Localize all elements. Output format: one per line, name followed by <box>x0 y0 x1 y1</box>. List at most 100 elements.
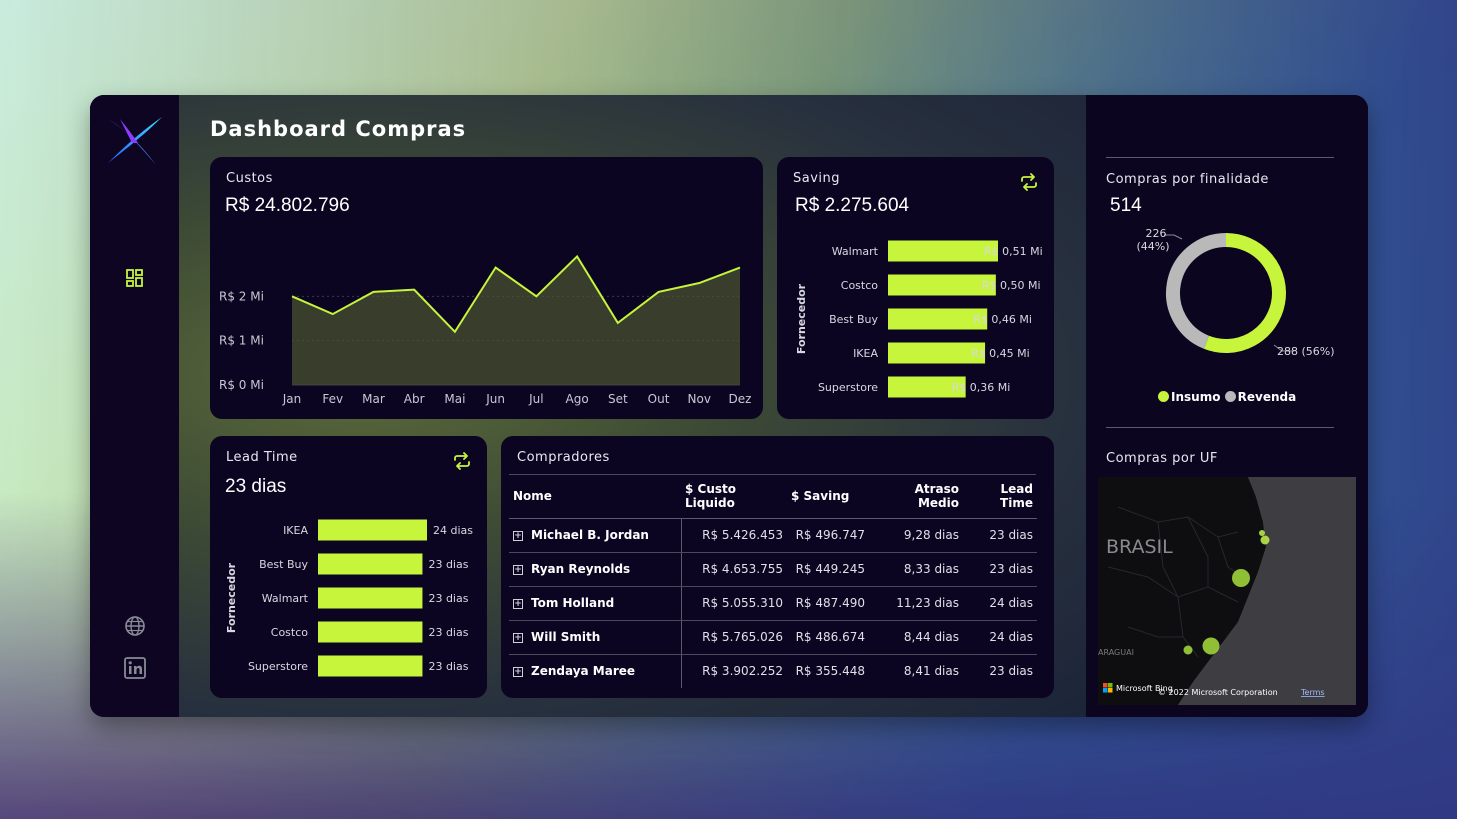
finalidade-legend: Insumo Revenda <box>1158 390 1296 404</box>
bar[interactable] <box>318 553 423 575</box>
x-tick-label: Nov <box>688 392 711 406</box>
bar-value-label: R$ 0,45 Mi <box>971 347 1030 360</box>
custos-point[interactable] <box>453 330 457 334</box>
label-leader <box>1273 344 1294 352</box>
col-saving[interactable]: $ Saving <box>787 474 869 519</box>
custos-line[interactable] <box>291 254 741 334</box>
saving-cell: R$ 487.490 <box>787 586 869 621</box>
legend-item-insumo[interactable]: Insumo <box>1158 390 1220 404</box>
x-tick-label: Out <box>648 392 670 406</box>
custos-point[interactable] <box>412 288 416 292</box>
brazil-map[interactable]: BRASIL ARAGUAI Microsoft Bing © 2022 Mic… <box>1098 477 1356 705</box>
lead-time-cell: 23 dias <box>989 664 1033 679</box>
finalidade-donut-chart[interactable]: 288 (56%) 226(44%) <box>1086 225 1368 415</box>
donut-slice-revenda[interactable] <box>1166 233 1227 349</box>
map-bubble[interactable] <box>1260 535 1270 545</box>
table-row[interactable]: + Ryan Reynolds R$ 4.653.755 R$ 449.245 8,33… <box>509 552 1037 587</box>
finalidade-value: 514 <box>1110 195 1142 216</box>
map-bubble[interactable] <box>1202 637 1220 655</box>
table-row[interactable]: + Michael B. Jordan R$ 5.426.453 R$ 496.747… <box>509 518 1037 553</box>
bar[interactable] <box>888 342 986 364</box>
bing-attribution: Microsoft Bing <box>1116 684 1173 693</box>
compradores-card[interactable]: Compradores Nome $ Custo Liquido $ Savin… <box>501 436 1054 698</box>
expand-row-icon[interactable]: + <box>513 599 523 609</box>
col-lead-time[interactable]: Lead Time <box>963 474 1037 519</box>
refresh-icon[interactable] <box>452 452 472 470</box>
col-nome[interactable]: Nome <box>509 474 681 519</box>
insumo-slice-label: 288 (56%) <box>1277 345 1335 358</box>
map-country-label: BRASIL <box>1106 536 1173 558</box>
custos-point[interactable] <box>657 290 661 294</box>
x-tick-label: Jul <box>528 392 543 406</box>
bar[interactable] <box>318 519 427 541</box>
custos-point[interactable] <box>290 294 294 298</box>
saving-bar-chart[interactable]: Walmart R$ 0,51 Mi Costco R$ 0,50 Mi Best Bu… <box>777 157 1054 419</box>
app-logo[interactable] <box>104 113 166 169</box>
refresh-icon[interactable] <box>1019 173 1039 191</box>
dashboard-frame: Dashboard Compras Custos R$ 24.802.796 R… <box>90 95 1368 717</box>
custos-title: Custos <box>226 171 273 186</box>
legend-item-revenda[interactable]: Revenda <box>1224 390 1296 404</box>
bar[interactable] <box>888 376 966 398</box>
custos-card[interactable]: Custos R$ 24.802.796 R$ 2 Mi R$ 1 Mi R$ 0 … <box>210 157 763 419</box>
table-row[interactable]: + Tom Holland R$ 5.055.310 R$ 487.490 11,23 … <box>509 586 1037 621</box>
atraso-medio-cell: 8,33 dias <box>869 552 963 587</box>
custos-point[interactable] <box>371 290 375 294</box>
custos-point[interactable] <box>331 312 335 316</box>
expand-row-icon[interactable]: + <box>513 633 523 643</box>
bar[interactable] <box>318 621 423 643</box>
bar-category-label: Best Buy <box>829 313 878 326</box>
saving-card[interactable]: Saving R$ 2.275.604 Walmart R$ 0,51 Mi Cos… <box>777 157 1054 419</box>
map-bubble[interactable] <box>1232 569 1250 587</box>
col-custo-liquido[interactable]: $ Custo Liquido <box>681 474 787 519</box>
ms-logo-green <box>1108 683 1113 688</box>
bar-category-label: IKEA <box>853 347 878 360</box>
saving-cell: R$ 496.747 <box>787 518 869 553</box>
lead-time-cell: 23 dias <box>963 518 1037 553</box>
expand-row-icon[interactable]: + <box>513 667 523 678</box>
x-tick-label: Jan <box>282 392 302 406</box>
table-header-row: Nome $ Custo Liquido $ Saving Atraso Med… <box>509 474 1037 519</box>
bar-value-label: 23 dias <box>428 660 468 673</box>
x-tick-label: Jun <box>485 392 505 406</box>
expand-row-icon[interactable]: + <box>513 531 523 541</box>
right-pane: Compras por finalidade 514 288 (56%) 226(… <box>1086 95 1368 717</box>
buyer-name-text: Ryan Reynolds <box>531 562 631 576</box>
page-title: Dashboard Compras <box>210 117 467 141</box>
expand-row-icon[interactable]: + <box>513 565 523 575</box>
custos-point[interactable] <box>575 254 579 258</box>
custos-point[interactable] <box>494 266 498 270</box>
custos-line-chart[interactable]: R$ 2 Mi R$ 1 Mi R$ 0 Mi Jan Fev Mar Abr Mai Jun J… <box>210 157 763 419</box>
table-row[interactable]: + Will Smith R$ 5.765.026 R$ 486.674 8,44 di… <box>509 620 1037 655</box>
linkedin-icon[interactable] <box>124 657 146 679</box>
donut-slice-insumo[interactable] <box>1203 233 1286 353</box>
sidebar <box>90 95 179 717</box>
revenda-dot <box>1224 391 1236 402</box>
x-tick-label: Mar <box>362 392 385 406</box>
custos-point[interactable] <box>738 266 742 270</box>
bar-category-label: Superstore <box>818 381 878 394</box>
custos-point[interactable] <box>616 321 620 325</box>
bar[interactable] <box>888 274 996 296</box>
dashboard-icon[interactable] <box>124 267 146 289</box>
bar[interactable] <box>888 240 998 262</box>
bar-category-label: Walmart <box>262 592 309 605</box>
bar-value-label: 23 dias <box>428 626 468 639</box>
col-atraso-medio[interactable]: Atraso Medio <box>869 474 963 519</box>
bar[interactable] <box>888 308 988 330</box>
bar-category-label: Walmart <box>832 245 879 258</box>
ms-logo-red <box>1103 683 1108 688</box>
map-terms-link[interactable]: Terms <box>1300 688 1325 697</box>
globe-icon[interactable] <box>124 615 146 637</box>
map-bubble[interactable] <box>1259 530 1265 536</box>
custos-point[interactable] <box>534 294 538 298</box>
bar[interactable] <box>318 587 423 609</box>
leadtime-bar-chart[interactable]: IKEA 24 dias Best Buy 23 dias Walmart 23 dias… <box>210 436 487 698</box>
compradores-title: Compradores <box>517 450 610 465</box>
map-bubble[interactable] <box>1183 645 1193 655</box>
bar-value-label: R$ 0,50 Mi <box>982 279 1041 292</box>
custos-point[interactable] <box>697 281 701 285</box>
bar[interactable] <box>318 655 423 677</box>
table-row[interactable]: + Zendaya Maree R$ 3.902.252 R$ 355.448 8,41… <box>509 654 1037 688</box>
leadtime-card[interactable]: Lead Time 23 dias IKEA 24 dias Best Buy 23 … <box>210 436 487 698</box>
